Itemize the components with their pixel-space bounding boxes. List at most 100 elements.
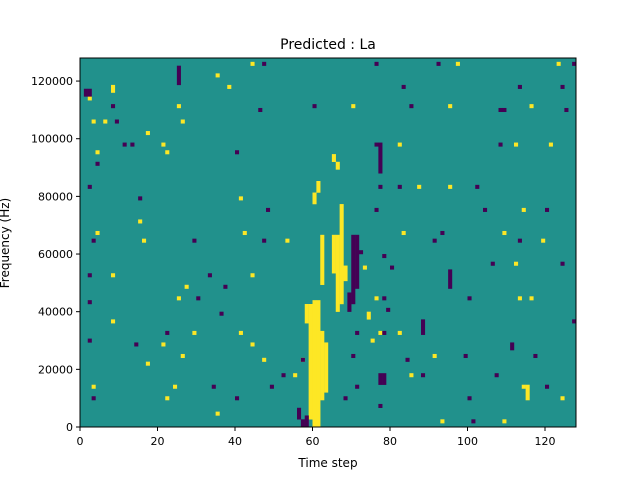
heatmap-cell-high <box>308 304 313 420</box>
heatmap-cell-high <box>455 61 460 66</box>
heatmap-cell-low <box>297 407 302 420</box>
heatmap-cell-low <box>533 353 538 359</box>
heatmap-cell-high <box>374 296 379 301</box>
x-tick-label: 0 <box>77 435 84 448</box>
heatmap-cell-high <box>401 230 406 236</box>
heatmap-cell-low <box>382 296 387 301</box>
heatmap-cell-low <box>223 284 228 289</box>
y-tick-label: 0 <box>66 421 73 434</box>
heatmap-cell-high <box>91 384 96 389</box>
heatmap-cell-low <box>490 261 495 266</box>
heatmap-cell-high <box>409 373 414 378</box>
heatmap-cell-low <box>498 142 503 147</box>
heatmap-cell-low <box>378 142 383 174</box>
heatmap-cell-high <box>145 361 150 366</box>
heatmap-cell-high <box>432 353 437 359</box>
heatmap-cell-high <box>227 84 232 89</box>
heatmap-cell-low <box>401 84 406 89</box>
x-tick-label: 40 <box>228 435 242 448</box>
heatmap-cell-low <box>397 184 402 189</box>
heatmap-cell-low <box>378 403 383 408</box>
y-tick-label: 100000 <box>31 133 73 146</box>
heatmap-cell-low <box>262 61 267 66</box>
heatmap-cell-high <box>165 396 170 401</box>
heatmap-cell-high <box>142 238 147 243</box>
heatmap-cell-high <box>560 396 565 401</box>
heatmap-cell-high <box>502 230 507 236</box>
heatmap-cell-low <box>409 104 414 109</box>
plot-area <box>79 57 577 428</box>
heatmap-cell-low <box>312 104 317 109</box>
heatmap-cell-low <box>281 373 286 378</box>
heatmap-cell-low <box>382 254 387 259</box>
heatmap-cell-low <box>382 373 387 385</box>
heatmap-cell-low <box>87 88 92 97</box>
heatmap-cell-low <box>134 342 139 347</box>
heatmap-cell-low <box>440 230 445 236</box>
heatmap-cell-low <box>374 142 379 147</box>
heatmap-cell-low <box>130 142 135 147</box>
heatmap-cell-high <box>145 131 150 136</box>
heatmap-cell-low <box>304 415 309 428</box>
heatmap-cell-low <box>572 61 577 66</box>
heatmap-cell-low <box>510 342 515 351</box>
y-axis-label: Frequency (Hz) <box>0 198 12 289</box>
heatmap-cell-high <box>184 284 189 289</box>
heatmap-cell-high <box>556 61 561 66</box>
y-tick-label: 40000 <box>38 306 73 319</box>
heatmap-cell-high <box>161 342 166 347</box>
heatmap-cell-high <box>304 304 309 324</box>
heatmap-cell-low <box>386 307 391 312</box>
heatmap-cell-high <box>331 154 336 162</box>
heatmap-cell-high <box>339 204 344 305</box>
heatmap-cell-low <box>343 396 348 401</box>
heatmap-cell-high <box>378 330 383 335</box>
heatmap-cell-low <box>87 338 92 343</box>
heatmap-cell-high <box>525 384 530 401</box>
heatmap-cell-high <box>238 330 243 335</box>
heatmap-cell-low <box>378 373 383 385</box>
heatmap-cell-high <box>173 384 178 389</box>
heatmap-cell-low <box>351 234 356 305</box>
heatmap-cell-low <box>405 357 410 362</box>
heatmap-cell-high <box>285 238 290 243</box>
heatmap-cell-low <box>91 238 96 243</box>
heatmap-cell-high <box>343 265 348 282</box>
heatmap-cell-high <box>312 300 317 428</box>
heatmap-cell-high <box>176 296 181 301</box>
heatmap-cell-low <box>266 207 271 212</box>
x-tick-label: 60 <box>306 435 320 448</box>
heatmap-cell-low <box>207 273 212 278</box>
heatmap-cell-high <box>238 196 243 201</box>
heatmap-cell-low <box>471 419 476 424</box>
heatmap-cell-high <box>91 119 96 124</box>
heatmap-cell-low <box>219 311 224 316</box>
heatmap-cell-low <box>83 88 88 97</box>
heatmap-cell-low <box>448 269 453 289</box>
heatmap-cell-low <box>545 207 550 212</box>
heatmap-cell-low <box>374 61 379 66</box>
heatmap-cell-low <box>269 384 274 389</box>
heatmap-cell-high <box>521 207 526 212</box>
heatmap-cell-high <box>514 261 519 266</box>
heatmap-cell-high <box>103 119 108 124</box>
heatmap-cell-high <box>320 234 325 285</box>
heatmap-cell-high <box>440 419 445 424</box>
heatmap-cell-high <box>521 384 526 389</box>
heatmap-cell-low <box>138 196 143 201</box>
heatmap-cell-high <box>111 273 116 278</box>
heatmap-cell-low <box>351 353 356 359</box>
heatmap-cell-low <box>192 238 197 243</box>
heatmap-cell-high <box>548 142 553 147</box>
heatmap-cell-low <box>517 84 522 89</box>
heatmap-cell-low <box>560 84 565 89</box>
x-tick-label: 120 <box>535 435 556 448</box>
heatmap-cell-high <box>320 330 325 401</box>
heatmap-cell-high <box>165 150 170 155</box>
heatmap-cell-high <box>529 104 534 109</box>
heatmap-cell-high <box>397 330 402 335</box>
heatmap-cell-high <box>335 161 340 170</box>
heatmap-cell-low <box>258 107 263 113</box>
heatmap-cell-low <box>176 65 181 86</box>
heatmap-cell-high <box>316 300 321 428</box>
